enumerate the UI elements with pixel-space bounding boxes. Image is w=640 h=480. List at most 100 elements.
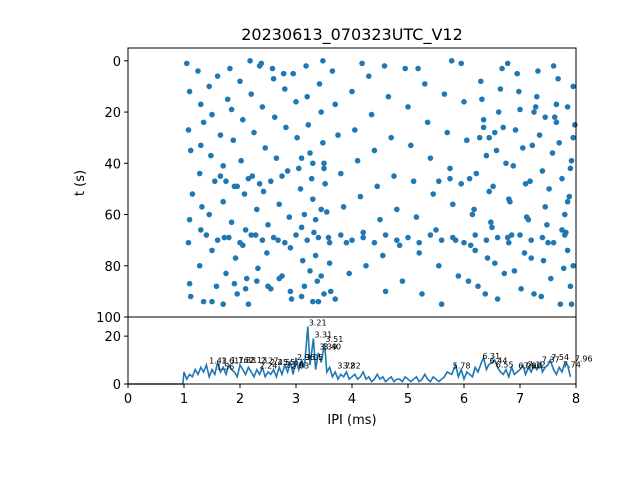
raster-point (199, 204, 205, 210)
peak-annotation: 2.13 (249, 356, 267, 365)
raster-point (433, 227, 439, 233)
raster-point (232, 255, 239, 261)
raster-point (564, 247, 571, 254)
raster-point (557, 301, 564, 307)
raster-point (450, 201, 456, 208)
raster-point (405, 234, 411, 241)
raster-point (562, 211, 568, 218)
raster-point (480, 124, 487, 131)
raster-point (532, 104, 539, 110)
raster-point (486, 134, 493, 141)
raster-point (447, 175, 453, 182)
histogram-x-tick-label: 0 (124, 392, 132, 407)
raster-point (490, 183, 496, 190)
raster-point (288, 296, 295, 302)
raster-point (564, 104, 571, 110)
raster-point (231, 280, 238, 287)
peak-annotation: 3.82 (343, 361, 361, 370)
peak-annotation: 3.21 (309, 318, 327, 327)
raster-point (536, 132, 543, 138)
raster-point (568, 301, 575, 307)
raster-point (528, 237, 534, 243)
raster-point (327, 288, 334, 295)
raster-point (464, 137, 470, 144)
histogram-x-tick-label: 8 (572, 392, 580, 407)
raster-point (458, 180, 465, 187)
raster-point (290, 70, 297, 77)
raster-point (213, 283, 220, 290)
raster-point (200, 119, 207, 126)
raster-point (497, 86, 504, 92)
raster-point (354, 157, 361, 164)
histogram-x-tick-label: 6 (460, 392, 468, 407)
raster-point (516, 88, 522, 95)
raster-point (447, 165, 453, 172)
raster-point (307, 150, 313, 156)
raster-point (436, 178, 442, 185)
raster-point (284, 168, 291, 174)
peak-annotation: 1.43 (209, 357, 227, 366)
raster-point (209, 247, 215, 254)
raster-point (517, 106, 523, 113)
raster-point (187, 147, 194, 154)
raster-point (196, 170, 203, 177)
raster-point (255, 265, 261, 272)
raster-point (511, 268, 518, 274)
raster-point (320, 139, 326, 146)
raster-point (220, 301, 226, 307)
raster-point (275, 237, 281, 243)
raster-point (242, 227, 249, 233)
raster-point (303, 63, 309, 69)
raster-point (553, 101, 560, 108)
raster-point (430, 191, 437, 197)
raster-plot: 0 20 40 60 80 100 (96, 47, 578, 326)
raster-point (185, 127, 192, 133)
raster-point (206, 83, 212, 90)
raster-point (256, 180, 263, 187)
raster-point (241, 191, 248, 197)
raster-point (471, 206, 477, 213)
raster-point (444, 129, 451, 136)
raster-point (559, 227, 565, 233)
histogram-y-tick-label: 20 (104, 330, 121, 345)
raster-point (301, 211, 308, 218)
peak-annotation: 7.12 (528, 360, 546, 369)
raster-point (371, 239, 378, 246)
raster-point (360, 234, 367, 241)
raster-point (360, 229, 367, 236)
raster-point (555, 75, 561, 82)
raster-point (335, 132, 341, 138)
raster-point (324, 209, 330, 215)
raster-point (366, 73, 372, 79)
raster-point (320, 58, 326, 64)
raster-point (380, 252, 386, 259)
raster-point (198, 101, 204, 108)
raster-point (268, 178, 274, 185)
raster-point (294, 134, 300, 141)
peak-annotation: 7.37 (542, 355, 560, 364)
raster-point (332, 101, 339, 108)
raster-point (214, 237, 221, 243)
raster-point (489, 224, 495, 231)
raster-point (391, 173, 397, 179)
raster-point (224, 96, 231, 103)
raster-point (312, 252, 319, 259)
raster-point (237, 78, 243, 85)
raster-point (559, 175, 565, 182)
raster-point (276, 201, 283, 208)
raster-point (282, 239, 288, 246)
raster-point (381, 63, 388, 69)
ipi-histogram-plot: 1.431.561.611.761.882.132.272.242.452.55… (104, 316, 593, 407)
raster-point (382, 232, 389, 238)
raster-point (548, 275, 554, 282)
histogram-frame (127, 316, 577, 385)
raster-point (422, 81, 428, 87)
raster-point (520, 145, 526, 151)
raster-point (304, 237, 311, 243)
raster-point (301, 283, 308, 290)
raster-point (517, 232, 523, 238)
raster-point (314, 278, 321, 284)
raster-point (568, 157, 575, 164)
raster-point (265, 221, 271, 228)
